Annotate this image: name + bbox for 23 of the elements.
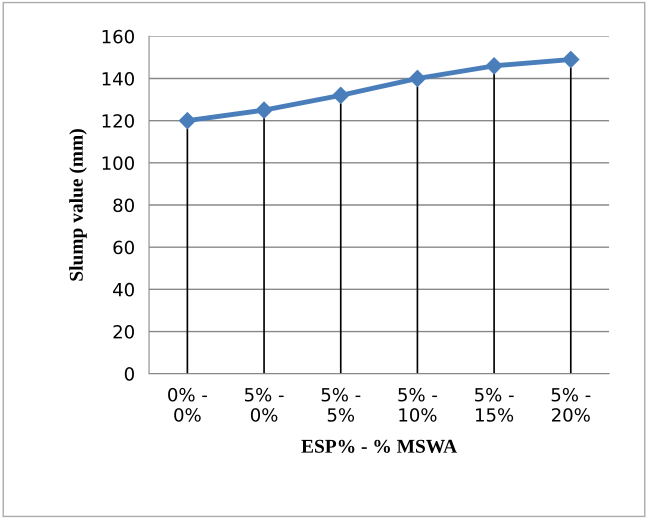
y-tick-label: 160 [102, 30, 134, 44]
x-tick-label: 5% - 20% [552, 388, 590, 422]
x-tick-label: 5% - 15% [475, 388, 514, 422]
y-tick-label: 80 [113, 198, 134, 212]
y-tick-label: 120 [102, 114, 134, 128]
y-tick-label: 0 [124, 367, 134, 381]
y-tick-label: 100 [102, 156, 134, 170]
point [486, 57, 503, 74]
point [178, 112, 196, 130]
y-axis-title: Slump value (mm) [69, 129, 87, 281]
x-tick-label: 5% - 10% [398, 388, 437, 422]
x-axis-title: ESP% - % MSWA [301, 440, 457, 453]
point [332, 86, 350, 104]
x-tick-label: 5% - 0% [245, 388, 284, 422]
x-tick-label: 0% - 0% [168, 388, 207, 422]
point [256, 102, 273, 119]
point [408, 70, 426, 88]
y-tick-label: 20 [114, 324, 134, 339]
y-tick-label: 60 [113, 240, 134, 254]
y-tick-label: 140 [102, 72, 134, 86]
x-tick-label: 5% - 5% [322, 388, 360, 422]
y-tick-label: 40 [113, 282, 134, 296]
point [562, 50, 580, 68]
